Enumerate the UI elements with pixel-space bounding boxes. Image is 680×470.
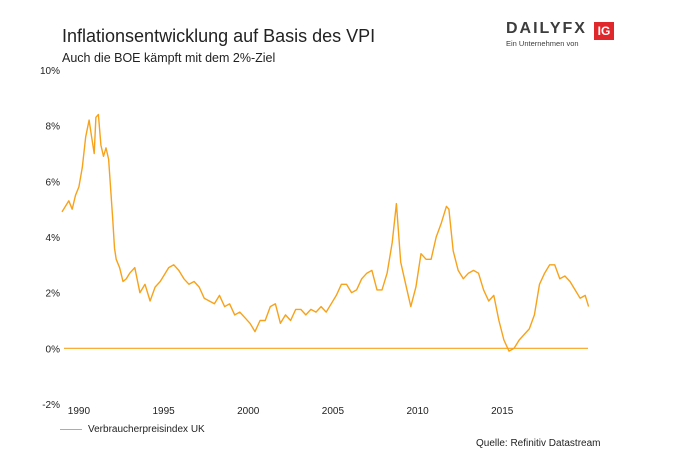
logo-wordmark: DAILYFX [506, 20, 587, 37]
legend-label: Verbraucherpreisindex UK [88, 424, 205, 435]
x-tick-label: 2000 [237, 406, 260, 417]
x-axis-ticks: 1990 1995 2000 2005 2010 2015 [68, 406, 514, 417]
series-line [61, 113, 590, 352]
y-tick-label: 4% [46, 233, 61, 244]
dailyfx-logo: DAILYFX IG Ein Unternehmen von [506, 20, 614, 48]
y-tick-label: 2% [46, 289, 61, 300]
y-tick-label: -2% [42, 400, 60, 411]
chart-subtitle: Auch die BOE kämpft mit dem 2%-Ziel [62, 51, 276, 65]
legend-swatch [60, 429, 82, 430]
y-tick-label: 0% [46, 344, 61, 355]
chart-title: Inflationsentwicklung auf Basis des VPI [62, 26, 376, 46]
x-tick-label: 1990 [68, 406, 91, 417]
source-note: Quelle: Refinitiv Datastream [476, 438, 601, 449]
ig-badge: IG [594, 22, 614, 40]
legend: Verbraucherpreisindex UK [60, 424, 205, 435]
x-tick-label: 2015 [491, 406, 514, 417]
y-tick-label: 6% [46, 177, 61, 188]
x-tick-label: 2010 [406, 406, 429, 417]
logo-tagline: Ein Unternehmen von [506, 39, 579, 48]
x-tick-label: 2005 [322, 406, 345, 417]
x-tick-label: 1995 [152, 406, 175, 417]
y-tick-label: 10% [40, 66, 60, 77]
y-tick-label: 8% [46, 122, 61, 133]
y-axis-ticks: -2% 0% 2% 4% 6% 8% 10% [40, 66, 60, 411]
